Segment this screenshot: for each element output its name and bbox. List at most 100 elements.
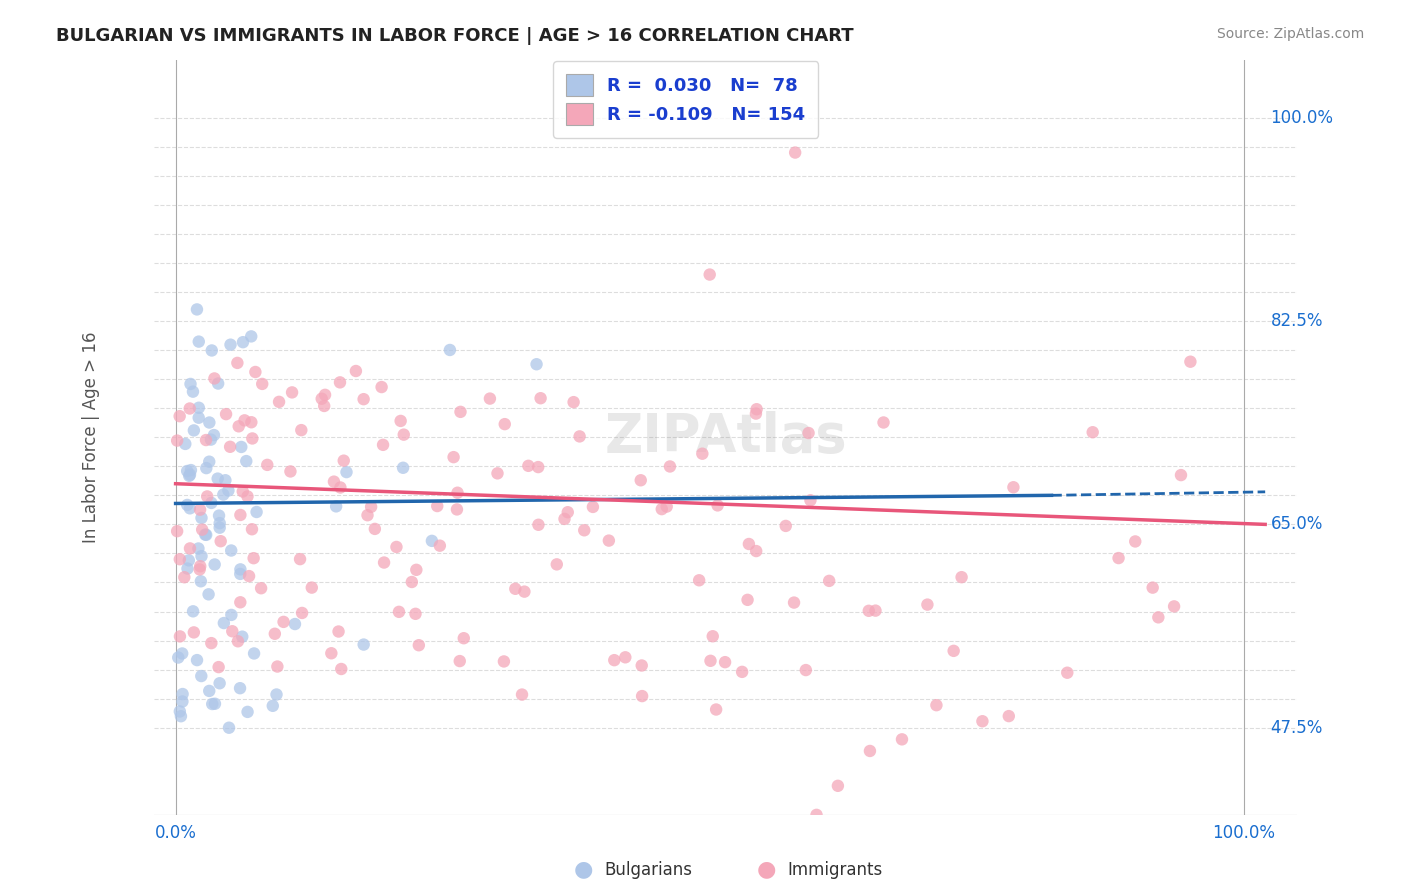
Point — [405, 607, 427, 621]
Point — [187, 410, 209, 425]
Point — [177, 553, 200, 567]
Point — [284, 617, 307, 632]
Point — [631, 689, 654, 703]
Point — [598, 533, 620, 548]
Point — [183, 625, 205, 640]
Point — [582, 500, 605, 514]
Point — [356, 508, 378, 523]
Point — [221, 607, 243, 622]
Point — [240, 415, 263, 429]
Point — [200, 496, 222, 510]
Point — [446, 502, 468, 516]
Point — [745, 544, 768, 558]
Point — [745, 407, 768, 421]
Point — [236, 490, 259, 504]
Point — [179, 541, 201, 556]
Point — [208, 521, 231, 535]
Text: 0.0%: 0.0% — [155, 824, 197, 842]
Point — [231, 440, 253, 454]
Point — [195, 433, 218, 447]
Point — [731, 665, 754, 679]
Point — [370, 380, 392, 394]
Point — [229, 595, 252, 609]
Point — [233, 413, 256, 427]
Point — [891, 732, 914, 747]
Point — [818, 574, 841, 588]
Point — [527, 517, 550, 532]
Point — [195, 528, 218, 542]
Point — [179, 376, 201, 391]
Point — [190, 549, 212, 563]
Point — [215, 407, 238, 421]
Point — [1180, 355, 1202, 369]
Point — [200, 433, 222, 447]
Point — [266, 688, 288, 702]
Point — [704, 702, 727, 716]
Legend: R =  0.030   N=  78, R = -0.109   N= 154: R = 0.030 N= 78, R = -0.109 N= 154 — [553, 61, 818, 137]
Point — [245, 505, 267, 519]
Point — [373, 556, 395, 570]
Point — [166, 434, 188, 448]
Point — [699, 654, 721, 668]
Point — [745, 402, 768, 417]
Point — [281, 385, 304, 400]
Point — [330, 662, 353, 676]
Point — [179, 467, 201, 482]
Point — [388, 605, 411, 619]
Point — [236, 705, 259, 719]
Point — [190, 574, 212, 589]
Point — [329, 376, 352, 390]
Point — [1002, 480, 1025, 494]
Point — [219, 440, 242, 454]
Point — [323, 475, 346, 489]
Point — [392, 460, 415, 475]
Point — [267, 395, 290, 409]
Point — [250, 581, 273, 595]
Point — [183, 424, 205, 438]
Text: ●: ● — [574, 860, 593, 880]
Point — [288, 552, 311, 566]
Point — [443, 450, 465, 464]
Point — [201, 343, 224, 358]
Point — [517, 458, 540, 473]
Point — [997, 709, 1019, 723]
Point — [408, 638, 430, 652]
Point — [574, 523, 596, 537]
Point — [553, 512, 575, 526]
Point — [240, 432, 263, 446]
Point — [353, 638, 375, 652]
Point — [449, 654, 471, 668]
Point — [505, 582, 527, 596]
Point — [186, 302, 208, 317]
Point — [218, 721, 240, 735]
Point — [301, 581, 323, 595]
Point — [925, 698, 948, 713]
Point — [364, 522, 387, 536]
Point — [439, 343, 461, 357]
Point — [188, 502, 211, 516]
Point — [603, 653, 626, 667]
Point — [510, 688, 533, 702]
Point — [263, 627, 285, 641]
Point — [240, 329, 263, 343]
Point — [494, 417, 516, 431]
Point — [169, 629, 191, 643]
Point — [1170, 468, 1192, 483]
Point — [714, 655, 737, 669]
Point — [806, 808, 828, 822]
Point — [280, 465, 302, 479]
Point — [702, 629, 724, 643]
Point — [231, 630, 253, 644]
Point — [329, 481, 352, 495]
Point — [865, 604, 887, 618]
Point — [630, 658, 652, 673]
Point — [172, 647, 194, 661]
Point — [344, 364, 367, 378]
Point — [314, 388, 336, 402]
Point — [229, 562, 252, 576]
Point — [972, 714, 994, 729]
Point — [557, 505, 579, 519]
Point — [513, 584, 536, 599]
Point — [226, 634, 249, 648]
Point — [221, 624, 243, 639]
